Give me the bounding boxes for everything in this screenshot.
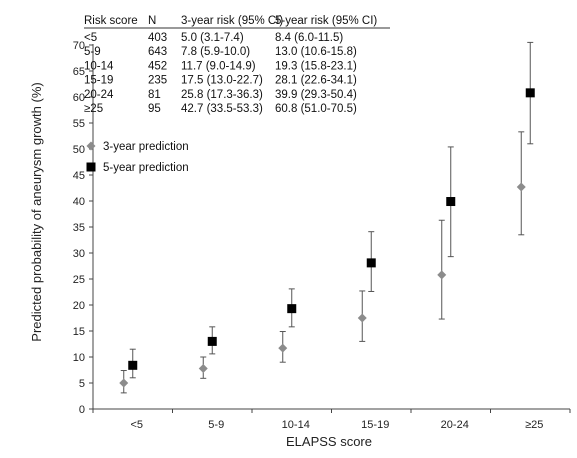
y-tick-label: 5	[79, 378, 85, 390]
x-axis-ticks: <5 5-9 10-14 15-19 20-24 ≥25	[92, 409, 571, 431]
point-5-year	[207, 336, 217, 346]
table-header-cell: 5-year risk (95% CI)	[275, 15, 377, 27]
table-cell: 403	[148, 32, 167, 44]
y-tick-label: 20	[73, 300, 85, 312]
point-3-year	[437, 270, 447, 280]
x-tick-label: 15-19	[361, 419, 389, 431]
table-header-cell: N	[148, 15, 156, 27]
table-cell: 11.7 (9.0-14.9)	[181, 60, 256, 72]
x-tick-label: <5	[130, 419, 143, 431]
y-tick-label: 0	[79, 404, 85, 416]
y-tick-label: 15	[73, 326, 85, 338]
point-3-year	[198, 363, 208, 373]
table-cell: 643	[148, 46, 167, 58]
point-5-year	[366, 258, 376, 268]
point-5-year	[128, 360, 138, 370]
legend-label-3-year: 3-year prediction	[103, 141, 189, 153]
legend-label-5-year: 5-year prediction	[103, 162, 189, 174]
data-points	[119, 88, 535, 388]
table-cell: 39.9 (29.3-50.4)	[275, 89, 357, 101]
table-cell: 17.5 (13.0-22.7)	[181, 75, 263, 87]
y-tick-label: 55	[73, 118, 85, 130]
x-tick-label: 20-24	[441, 419, 469, 431]
table-cell: 5-9	[84, 46, 101, 58]
table-cell: 19.3 (15.8-23.1)	[275, 60, 357, 72]
y-tick-label: 65	[73, 66, 85, 78]
risk-table: Risk score N 3-year risk (95% CI)5-year ri…	[84, 15, 390, 115]
y-tick-label: 60	[73, 92, 85, 104]
y-axis-title: Predicted probability of aneurysm growth…	[29, 82, 44, 341]
table-cell: 60.8 (51.0-70.5)	[275, 103, 357, 115]
table-header-cell: 3-year risk (95% CI)	[181, 15, 283, 27]
y-tick-label: 25	[73, 274, 85, 286]
table-cell: 7.8 (5.9-10.0)	[181, 46, 250, 58]
legend: 3-year prediction 5-year prediction	[86, 141, 189, 174]
table-header-cell: Risk score	[84, 15, 138, 27]
table-cell: 13.0 (10.6-15.8)	[275, 46, 357, 58]
point-3-year	[357, 313, 367, 323]
point-3-year	[119, 378, 129, 388]
table-cell: 20-24	[84, 89, 114, 101]
x-axis-title: ELAPSS score	[286, 434, 372, 449]
y-axis-ticks: 0 5 10 15 20 25 30 35 40 45 50 55 60 65 70	[73, 40, 93, 416]
point-5-year	[287, 304, 297, 314]
y-tick-label: 35	[73, 222, 85, 234]
table-cell: 28.1 (22.6-34.1)	[275, 75, 357, 87]
legend-marker-3-year	[86, 141, 96, 151]
y-tick-label: 40	[73, 196, 85, 208]
table-cell: ≥25	[84, 103, 103, 115]
x-tick-label: 5-9	[208, 419, 224, 431]
table-cell: 452	[148, 60, 167, 72]
error-bar	[438, 219, 445, 320]
table-cell: 42.7 (33.5-53.3)	[181, 103, 263, 115]
x-tick-label: ≥25	[525, 419, 543, 431]
point-3-year	[516, 182, 526, 192]
point-5-year	[446, 197, 456, 207]
table-cell: 81	[148, 89, 161, 101]
y-tick-label: 45	[73, 170, 85, 182]
table-cell: 15-19	[84, 75, 113, 87]
point-5-year	[525, 88, 535, 98]
legend-marker-5-year	[86, 162, 96, 172]
table-cell: 95	[148, 103, 161, 115]
y-tick-label: 10	[73, 352, 85, 364]
point-3-year	[278, 343, 288, 353]
y-tick-label: 70	[73, 40, 85, 52]
table-cell: <5	[84, 32, 97, 44]
table-cell: 235	[148, 75, 167, 87]
table-cell: 5.0 (3.1-7.4)	[181, 32, 244, 44]
table-cell: 10-14	[84, 60, 114, 72]
x-tick-label: 10-14	[282, 419, 310, 431]
y-tick-label: 30	[73, 248, 85, 260]
table-cell: 8.4 (6.0-11.5)	[275, 32, 343, 44]
y-tick-label: 50	[73, 144, 85, 156]
table-cell: 25.8 (17.3-36.3)	[181, 89, 263, 101]
